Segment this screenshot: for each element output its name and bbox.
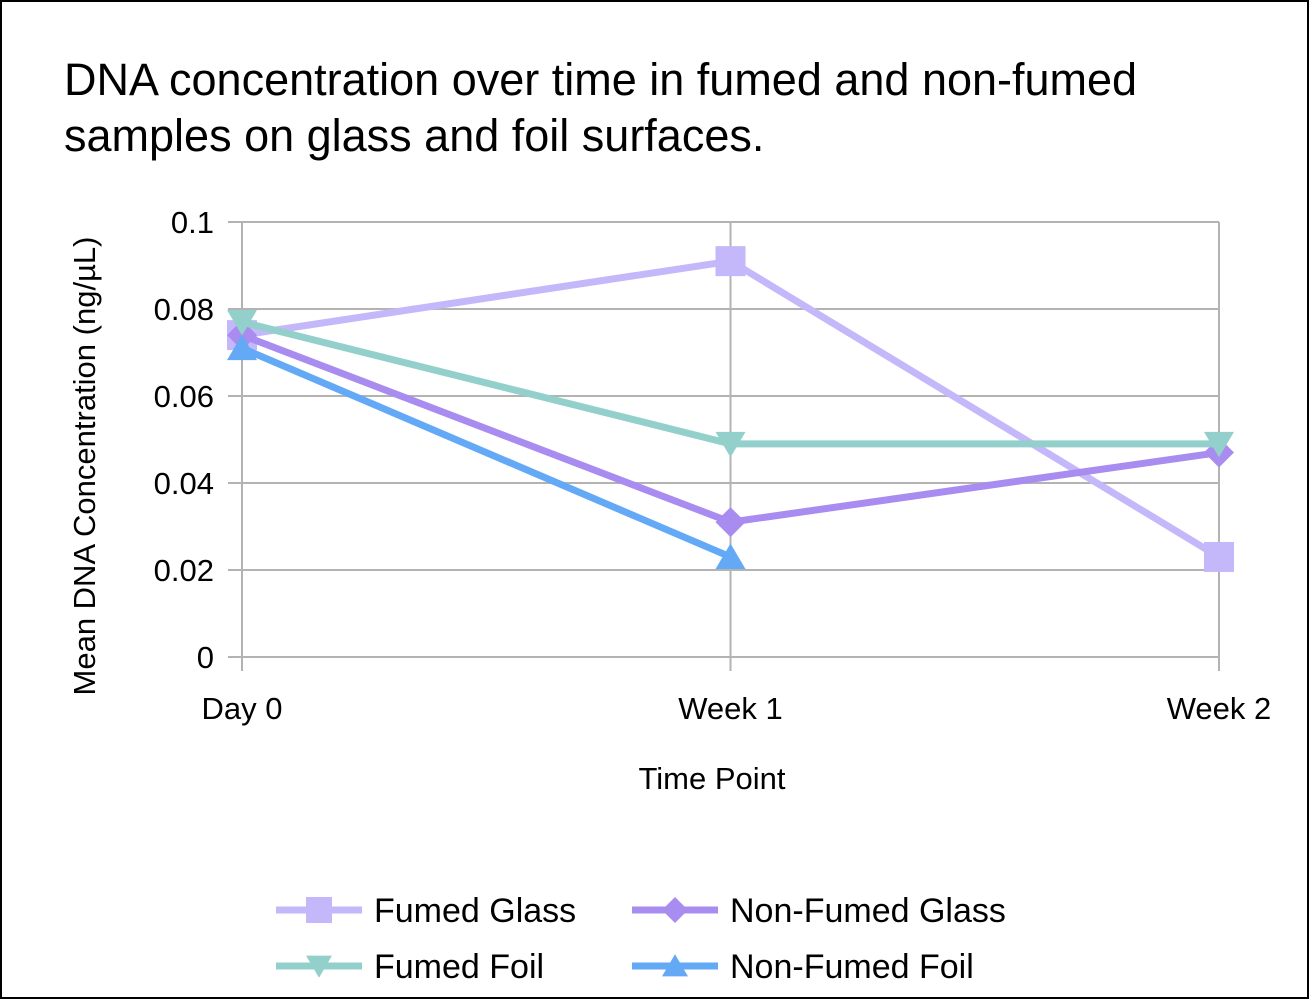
data-point-marker	[715, 431, 746, 458]
legend-label: Fumed Glass	[374, 892, 576, 930]
series-line	[240, 344, 732, 561]
data-point-marker	[662, 954, 688, 977]
x-tick-label: Day 0	[202, 691, 283, 726]
data-point-marker	[306, 897, 332, 923]
x-tick-label: Week 1	[678, 691, 783, 726]
chart-title: DNA concentration over time in fumed and…	[64, 52, 1284, 164]
data-point-marker	[227, 334, 257, 361]
legend-item: Non-Fumed Glass	[632, 892, 1006, 930]
chart-title-line-1: DNA concentration over time in fumed and…	[64, 54, 1138, 105]
data-point-marker	[227, 310, 257, 336]
y-axis-label: Mean DNA Concentration (ng/µL)	[67, 237, 102, 696]
legend-item: Non-Fumed Foil	[632, 948, 974, 986]
legend-item: Fumed Glass	[276, 892, 576, 930]
legend: Fumed Glass Non-Fumed Glass Fumed Foil Non-…	[276, 892, 1006, 986]
chart-title-line-2: samples on glass and foil surfaces.	[64, 110, 765, 161]
data-point-marker	[1204, 431, 1234, 458]
axes: 0 0.02 0.04 0.06 0.08 0.1 Day 0 Week 1 Week 2	[154, 205, 1272, 726]
data-point-marker	[715, 246, 746, 277]
x-axis-label: Time Point	[638, 761, 785, 796]
data-point-marker	[306, 955, 332, 978]
data-point-marker	[715, 543, 746, 569]
data-point-marker	[662, 897, 688, 923]
series-lines	[227, 246, 1234, 572]
y-tick-label: 0.06	[154, 379, 214, 414]
legend-label: Non-Fumed Foil	[730, 948, 974, 986]
legend-item: Fumed Foil	[276, 948, 544, 986]
x-tick-label: Week 2	[1167, 691, 1272, 726]
legend-label: Non-Fumed Glass	[730, 892, 1006, 930]
data-point-marker	[715, 507, 746, 538]
y-tick-label: 0.02	[154, 553, 214, 588]
y-tick-label: 0.1	[171, 205, 214, 240]
legend-label: Fumed Foil	[374, 948, 544, 986]
y-tick-label: 0.08	[154, 292, 214, 327]
y-tick-label: 0.04	[154, 466, 214, 501]
data-point-marker	[1204, 541, 1234, 572]
axis-labels: Mean DNA Concentration (ng/µL) Time Poin…	[67, 237, 786, 796]
y-tick-label: 0	[197, 640, 214, 675]
